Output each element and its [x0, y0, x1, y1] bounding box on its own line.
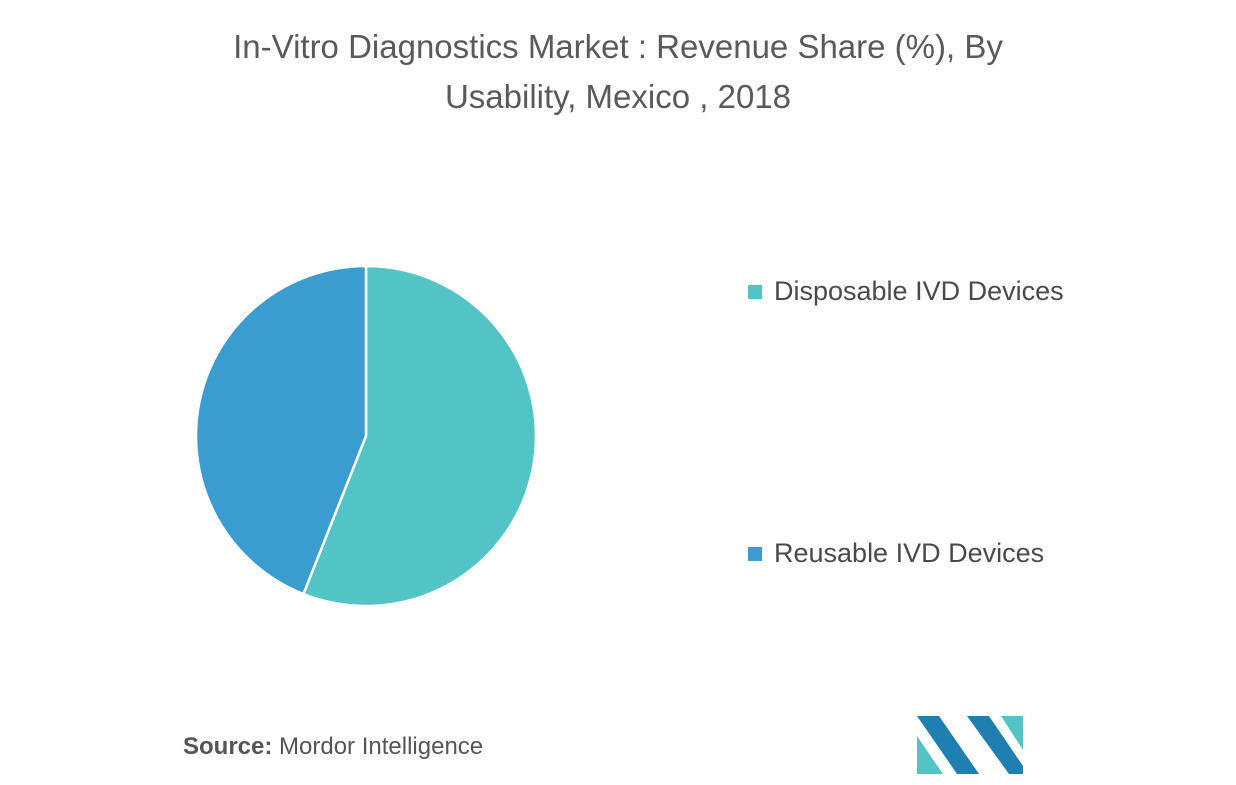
legend-label: Disposable IVD Devices — [774, 276, 1064, 306]
source-note: Source: Mordor Intelligence — [183, 733, 483, 761]
pie-slice-disposable-ivd-devices — [302, 264, 538, 608]
pie-slices — [194, 264, 538, 608]
legend-swatch — [748, 546, 762, 561]
logo-shape-1 — [917, 716, 979, 774]
logo-shape-4 — [1001, 716, 1023, 750]
legend-item-reusable-ivd-devices: Reusable IVD Devices — [748, 538, 1044, 569]
pie-slice-reusable-ivd-devices — [194, 264, 368, 596]
chart-title: In-Vitro Diagnostics Market : Revenue Sh… — [118, 22, 1118, 122]
source-text: Mordor Intelligence — [272, 733, 484, 760]
chart-title-line-2: Usability, Mexico , 2018 — [444, 78, 792, 115]
logo-shape-3 — [967, 716, 1023, 774]
legend-item-disposable-ivd-devices: Disposable IVD Devices — [748, 276, 1064, 307]
chart-title-line-1: In-Vitro Diagnostics Market : Revenue Sh… — [233, 28, 1003, 65]
legend-swatch — [748, 284, 762, 299]
logo-shape-2 — [917, 736, 943, 774]
mordor-intelligence-logo-icon — [917, 716, 1023, 774]
legend-label: Reusable IVD Devices — [774, 538, 1045, 568]
source-label: Source: — [183, 733, 273, 760]
